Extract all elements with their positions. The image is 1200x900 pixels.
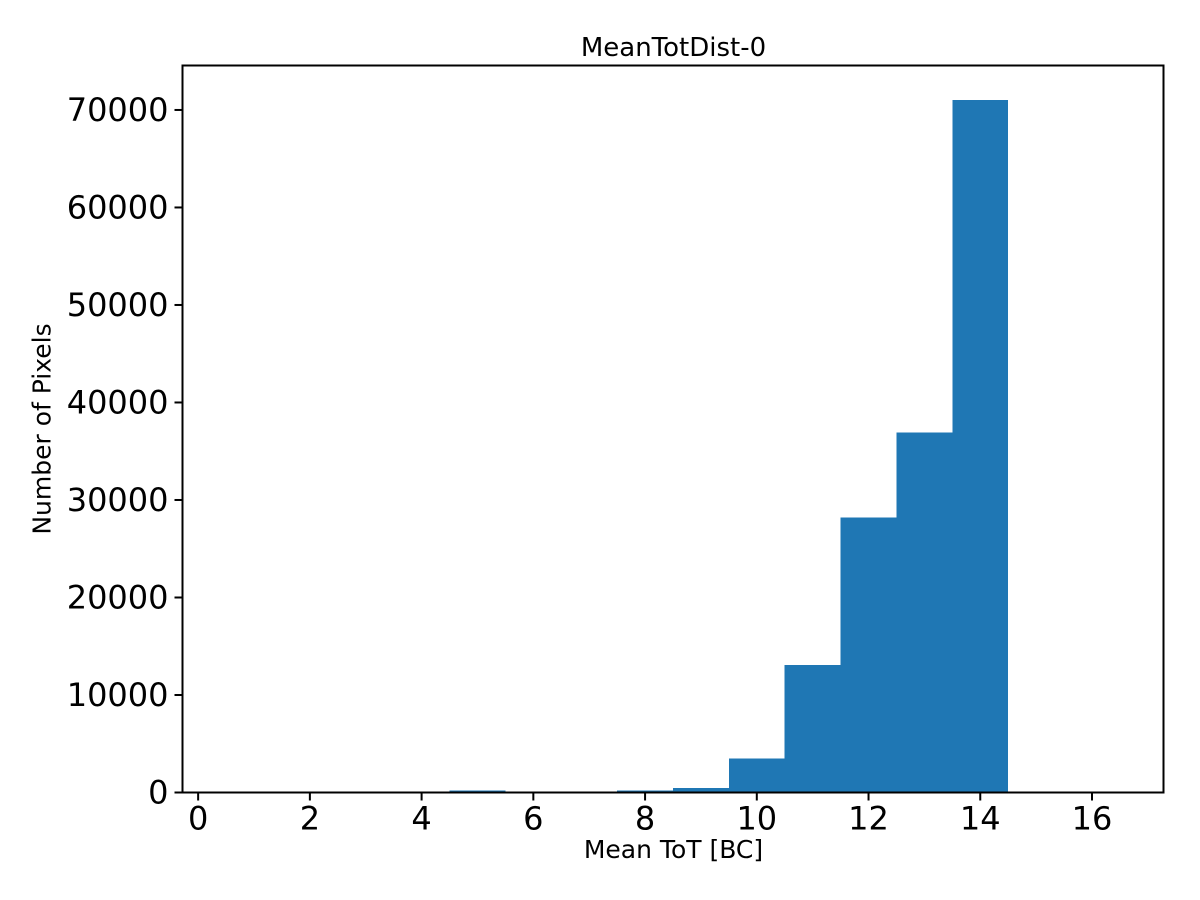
y-tick-label: 30000 — [67, 481, 169, 519]
y-tick-label: 50000 — [67, 286, 169, 324]
histogram-bar — [952, 100, 1009, 793]
x-tick-label: 10 — [736, 800, 777, 838]
x-tick-label: 6 — [523, 800, 543, 838]
chart-title: MeanTotDist-0 — [580, 33, 767, 63]
x-tick-label: 8 — [635, 800, 655, 838]
x-tick-label: 14 — [960, 800, 1001, 838]
x-axis-label: Mean ToT [BC] — [583, 835, 764, 864]
y-tick-label: 0 — [148, 774, 168, 812]
histogram-bar — [784, 664, 841, 793]
histogram-bar — [673, 787, 729, 793]
y-axis-label: Number of Pixels — [27, 323, 57, 535]
histogram-bar — [896, 432, 953, 793]
x-tick-label: 4 — [411, 800, 431, 838]
histogram-bar — [840, 517, 897, 793]
y-tick-label: 10000 — [67, 676, 169, 714]
y-tick-label: 60000 — [67, 188, 169, 226]
y-tick-label: 20000 — [67, 578, 169, 616]
x-tick-label: 0 — [188, 800, 208, 838]
plot-area — [181, 64, 1165, 794]
x-tick-label: 2 — [300, 800, 320, 838]
x-tick-label: 12 — [848, 800, 889, 838]
histogram-bar — [728, 758, 785, 793]
x-tick-label: 16 — [1072, 800, 1113, 838]
histogram-bar — [449, 790, 506, 793]
y-tick-label: 70000 — [67, 91, 169, 129]
y-tick-label: 40000 — [67, 383, 169, 421]
